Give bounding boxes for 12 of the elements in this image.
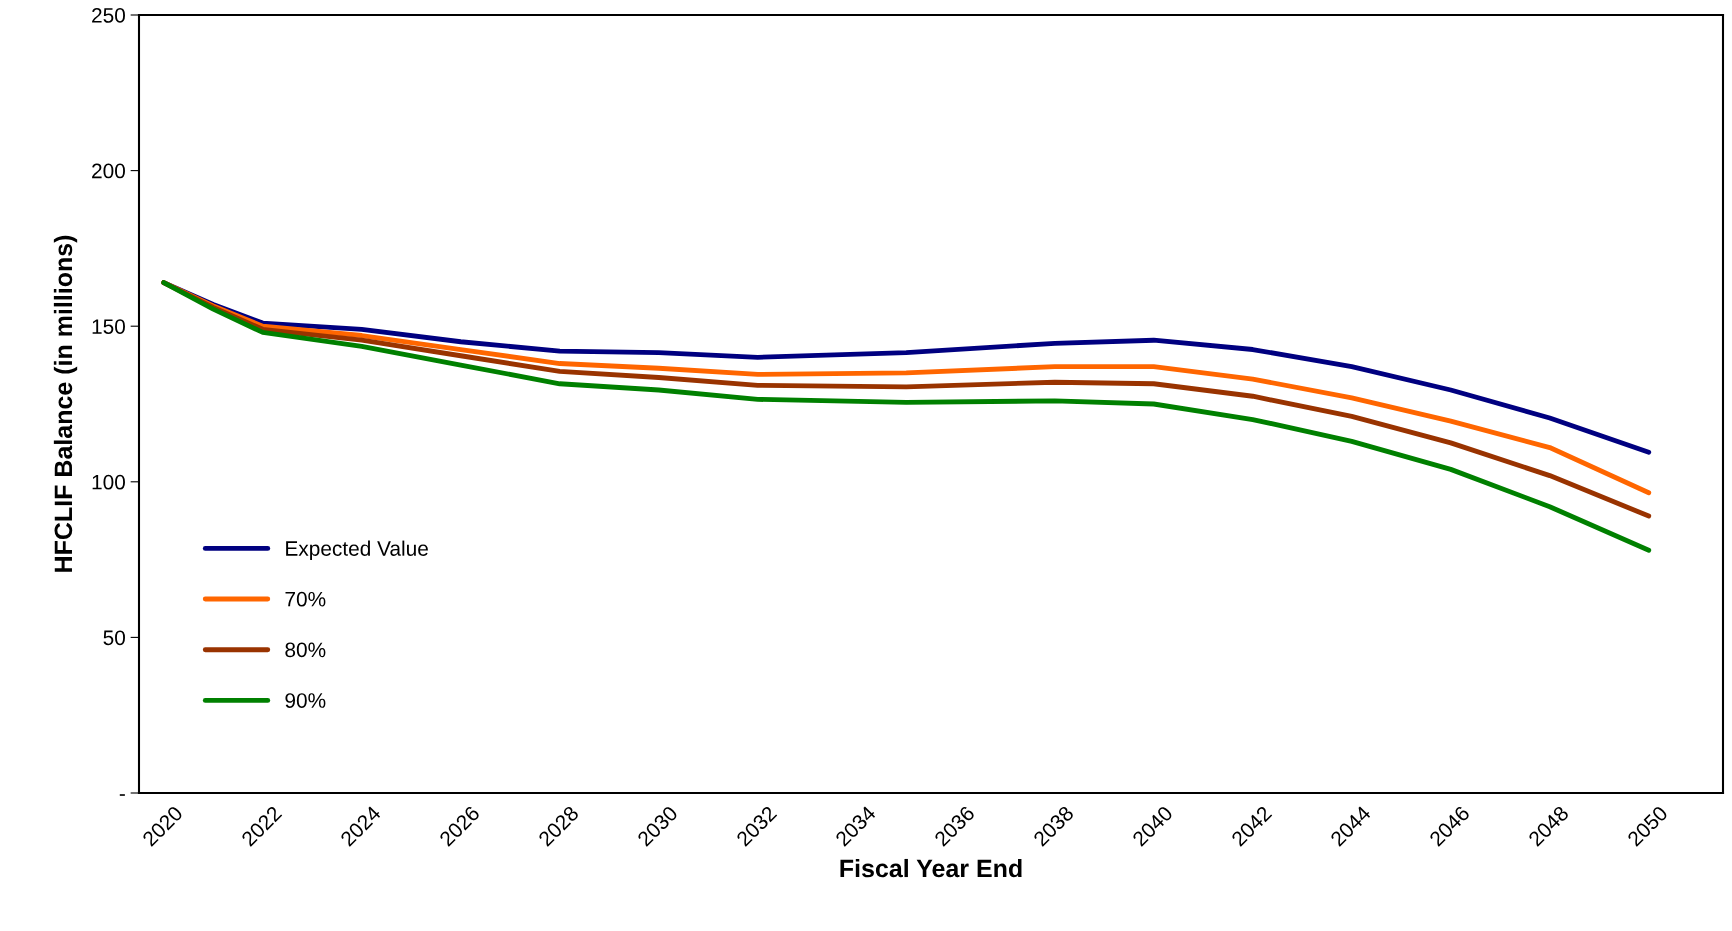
x-axis-title: Fiscal Year End (840, 858, 1022, 878)
y-tick-label: 200 (92, 163, 125, 179)
legend-label: Expected Value (286, 540, 428, 560)
y-tick-label: 50 (103, 630, 125, 646)
y-axis-title: HFCLIF Balance (in millions) (53, 235, 78, 572)
y-tick-label: 100 (92, 474, 125, 490)
legend-label: 70% (285, 591, 326, 607)
legend-label: 80% (285, 642, 326, 658)
legend-label: 90% (285, 693, 326, 708)
y-tick-label: 250 (92, 8, 125, 23)
y-tick-label: - (119, 794, 125, 796)
y-tick-label: 150 (92, 319, 125, 334)
